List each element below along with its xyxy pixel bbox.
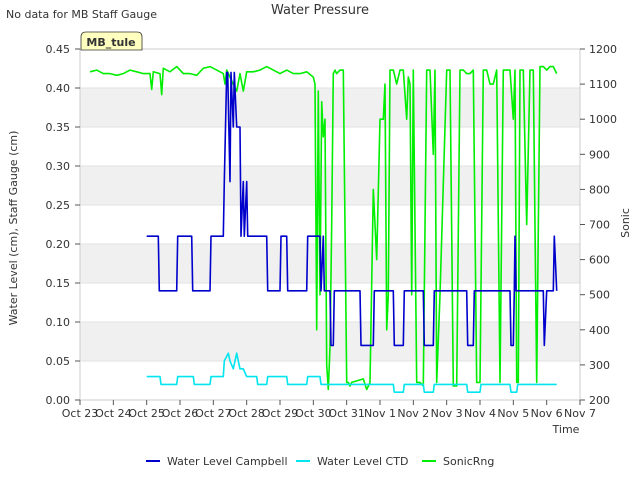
legend-label-sonic: SonicRng xyxy=(443,455,494,468)
y-tick-label: 0.35 xyxy=(46,121,71,134)
x-tick-label: Oct 30 xyxy=(295,407,332,420)
series-line-water-level-ctd xyxy=(146,352,557,394)
y2-tick-label: 200 xyxy=(589,394,610,407)
x-tick-label: Oct 27 xyxy=(195,407,232,420)
y-tick-label: 0.00 xyxy=(46,394,71,407)
series-line-sonicrng xyxy=(89,65,558,391)
mb-tule-label: MB_tule xyxy=(86,36,135,49)
x-tick-label: Nov 2 xyxy=(397,407,429,420)
y2-tick-label: 500 xyxy=(589,289,610,302)
x-tick-label: Oct 28 xyxy=(228,407,265,420)
x-tick-label: Oct 25 xyxy=(128,407,165,420)
y-tick-label: 0.15 xyxy=(46,277,71,290)
background-band xyxy=(80,166,580,205)
y-tick-label: 0.20 xyxy=(46,238,71,251)
series-line-water-level-campbell xyxy=(146,71,558,347)
y2-tick-label: 1200 xyxy=(589,43,617,56)
background-band xyxy=(80,88,580,127)
x-tick-label: Oct 24 xyxy=(95,407,132,420)
legend-label-ctd: Water Level CTD xyxy=(317,455,408,468)
chart-title: Water Pressure xyxy=(271,3,369,18)
legend-item-ctd[interactable]: Water Level CTD xyxy=(296,455,408,468)
x-tick-label: Nov 1 xyxy=(364,407,396,420)
y-tick-label: 0.40 xyxy=(46,82,71,95)
y-axis-label: Water Level (cm), Staff Gauge (cm) xyxy=(7,131,20,326)
x-tick-label: Oct 31 xyxy=(328,407,365,420)
y-tick-label: 0.05 xyxy=(46,355,71,368)
x-tick-label: Nov 6 xyxy=(531,407,563,420)
y2-tick-label: 800 xyxy=(589,183,610,196)
y2-tick-label: 700 xyxy=(589,219,610,232)
x-tick-label: Nov 5 xyxy=(497,407,529,420)
x-tick-label: Oct 29 xyxy=(262,407,299,420)
y-tick-label: 0.25 xyxy=(46,199,71,212)
y2-axis-label: Sonic xyxy=(619,208,632,238)
background-band xyxy=(80,244,580,283)
y2-tick-label: 300 xyxy=(589,359,610,372)
legend: Water Level Campbell Water Level CTD Son… xyxy=(146,455,494,468)
y-tick-label: 0.45 xyxy=(46,43,71,56)
y2-tick-label: 600 xyxy=(589,254,610,267)
y2-tick-label: 1100 xyxy=(589,78,617,91)
x-axis-label: Time xyxy=(552,423,580,436)
legend-label-campbell: Water Level Campbell xyxy=(167,455,288,468)
x-tick-label: Oct 26 xyxy=(162,407,199,420)
y-tick-label: 0.10 xyxy=(46,316,71,329)
y2-tick-label: 900 xyxy=(589,148,610,161)
legend-item-campbell[interactable]: Water Level Campbell xyxy=(146,455,288,468)
no-data-note: No data for MB Staff Gauge xyxy=(6,8,157,21)
y2-tick-label: 400 xyxy=(589,324,610,337)
x-tick-label: Nov 4 xyxy=(464,407,496,420)
x-tick-label: Nov 7 xyxy=(564,407,596,420)
x-tick-label: Oct 23 xyxy=(62,407,99,420)
mb-tule-badge: MB_tule xyxy=(80,31,143,51)
y-tick-label: 0.30 xyxy=(46,160,71,173)
x-tick-label: Nov 3 xyxy=(431,407,463,420)
legend-item-sonic[interactable]: SonicRng xyxy=(422,455,494,468)
series-layer xyxy=(89,65,558,394)
y2-tick-label: 1000 xyxy=(589,113,617,126)
